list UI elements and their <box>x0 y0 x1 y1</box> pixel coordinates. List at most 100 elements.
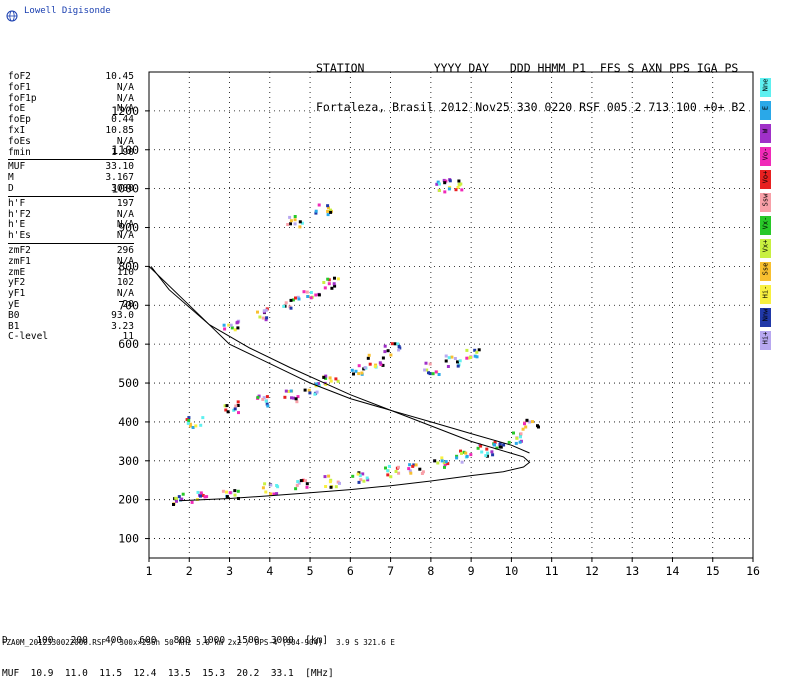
echo-point <box>294 296 297 300</box>
param-name: foE <box>8 103 26 115</box>
param-row: zmF2 296 <box>8 245 134 257</box>
echo-point <box>265 402 269 406</box>
echo-point <box>421 470 425 474</box>
echo-point <box>289 389 293 393</box>
echo-point <box>329 379 333 383</box>
param-name: foF2 <box>8 71 31 82</box>
x-tick-label: 9 <box>468 564 475 578</box>
echo-point <box>338 481 341 485</box>
echo-point <box>467 356 471 360</box>
echo-point <box>357 480 361 484</box>
echo-point <box>313 392 317 396</box>
echo-point <box>329 485 333 489</box>
param-name: yF1 <box>8 288 26 300</box>
param-value: 10.85 <box>105 124 134 136</box>
ionogram-plot: 1 2 3 4 5 6 7 8 9 10 11 12 13 14 15 1610020030040050060… <box>111 71 760 578</box>
echo-point <box>322 375 326 379</box>
echo-point <box>386 473 390 477</box>
param-name: B1 <box>8 320 20 332</box>
echo-point <box>336 277 340 281</box>
echo-point <box>283 395 287 399</box>
echo-point <box>383 350 387 354</box>
param-name: zmF1 <box>8 255 31 267</box>
scaled-parameters-panel: foF2 10.45 foF1 N/A foF1p N/A foE N/A foEp 0.44 fx… <box>8 71 134 343</box>
echo-point <box>226 410 230 414</box>
legend-item: Nnw <box>760 308 771 327</box>
param-row: yF2 102 <box>8 278 134 289</box>
echo-point <box>473 348 477 352</box>
legend-label: E <box>761 105 770 111</box>
echo-point <box>288 215 292 219</box>
echo-point <box>354 369 358 373</box>
echo-point <box>326 209 330 213</box>
echo-point <box>334 485 338 489</box>
echo-point <box>185 418 189 422</box>
echo-point <box>201 494 205 497</box>
echo-point <box>330 286 334 290</box>
echo-point <box>448 179 452 183</box>
param-value: 102 <box>116 277 134 289</box>
y-tick-label: 900 <box>118 221 139 235</box>
echo-point <box>314 211 318 215</box>
echo-point <box>373 364 377 368</box>
echo-point <box>324 485 328 488</box>
echo-point <box>440 459 444 463</box>
echo-point <box>446 365 450 368</box>
echo-point <box>456 364 460 368</box>
echo-point <box>428 362 432 366</box>
echo-point <box>299 479 303 483</box>
station-header-labels: STATION YYYY DAY DDD HHMM P1 FFS S AXN P… <box>316 61 739 75</box>
echo-point <box>172 503 175 506</box>
echo-point <box>437 189 441 192</box>
x-tick-label: 12 <box>585 564 599 578</box>
echo-point <box>378 361 382 365</box>
echo-point <box>295 483 299 487</box>
echo-point <box>359 478 363 482</box>
legend-item: Sse <box>760 262 771 281</box>
legend-label: Hi- <box>761 285 770 299</box>
param-row: fmin 1.90 <box>8 146 134 159</box>
profile-curve <box>150 266 531 502</box>
param-value: 3000 <box>111 182 134 194</box>
echo-point <box>352 372 355 376</box>
param-name: fmin <box>8 146 31 158</box>
echo-point <box>477 348 481 352</box>
echo-point <box>294 397 298 401</box>
echo-point <box>469 355 472 359</box>
param-row: B1 3.23 <box>8 320 134 333</box>
echo-point <box>284 301 288 305</box>
echo-point <box>379 362 383 366</box>
echo-point <box>295 400 299 404</box>
echo-point <box>317 384 321 388</box>
echo-point <box>515 436 519 440</box>
echo-point <box>227 323 231 327</box>
echo-point <box>190 500 194 504</box>
y-tick-label: 800 <box>118 259 139 273</box>
echo-point <box>174 496 178 500</box>
echo-point <box>384 466 387 470</box>
x-tick-label: 13 <box>625 564 639 578</box>
echo-point <box>476 446 480 450</box>
echo-point <box>225 495 229 499</box>
echo-point <box>315 390 319 394</box>
echo-point <box>289 306 293 310</box>
param-row: foE N/A <box>8 104 134 115</box>
echo-point <box>302 290 306 294</box>
param-separator <box>8 159 134 161</box>
echo-point <box>223 327 227 331</box>
echo-point <box>314 209 318 213</box>
echo-point <box>514 441 518 445</box>
x-tick-label: 16 <box>746 564 760 578</box>
echo-point <box>473 354 477 358</box>
echo-point <box>444 179 448 183</box>
echo-point <box>397 345 401 348</box>
echo-point <box>236 400 240 404</box>
echo-point <box>389 475 393 479</box>
echo-point <box>188 422 192 426</box>
param-value: 197 <box>116 197 134 209</box>
echo-point <box>447 356 451 360</box>
x-tick-label: 3 <box>226 564 233 578</box>
echo-point <box>306 295 310 298</box>
param-value: N/A <box>116 103 134 115</box>
echo-point <box>457 179 461 183</box>
